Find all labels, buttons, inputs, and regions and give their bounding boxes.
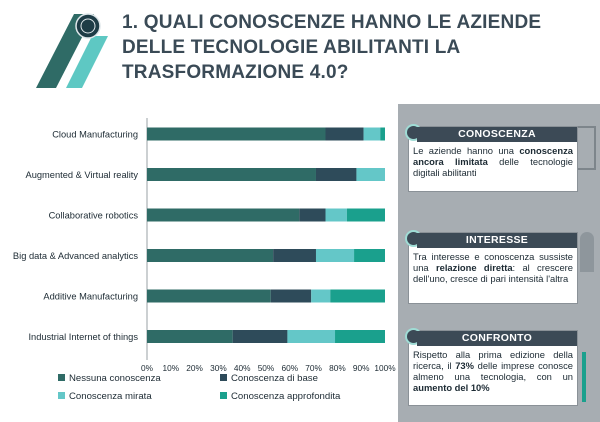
stacked-bar-chart: Cloud Manufacturing Augmented & Virtual r… [13,118,396,402]
bar-segment [147,208,300,222]
page-title: 1. QUALI CONOSCENZE HANNO LE AZIENDE DEL… [122,12,542,83]
x-tick-label: 100% [374,363,396,373]
bar-segment [287,330,336,343]
category-label: Collaborative robotics [49,211,139,221]
bar-segment [147,127,326,141]
category-label: Industrial Internet of things [28,332,138,342]
card-text: Le aziende hanno una conoscenza ancora l… [413,145,573,178]
card-conoscenza: CONOSCENZA Le aziende hanno una conoscen… [405,124,578,192]
bar-segment [330,289,385,303]
legend-swatch [58,374,65,381]
x-tick-label: 60% [281,363,298,373]
x-tick-label: 0% [141,363,154,373]
card-text: Rispetto alla prima edizione della ricer… [413,349,573,393]
bar-segment [335,330,385,343]
figure-icon [580,232,594,272]
legend-swatch [58,392,65,399]
bar-segment [147,168,316,181]
bar-segment [232,330,288,343]
x-tick-label: 10% [162,363,179,373]
x-tick-label: 50% [258,363,275,373]
legend-label: Conoscenza di base [231,373,318,384]
x-tick-label: 90% [353,363,370,373]
legend-label: Conoscenza approfondita [231,391,341,402]
bar-segment [299,208,326,222]
card-confronto: CONFRONTO Rispetto alla prima edizione d… [405,328,578,406]
bar-segment [325,127,364,141]
card-title: CONOSCENZA [417,127,577,142]
bar-segment [363,127,381,141]
x-tick-label: 20% [186,363,203,373]
category-label: Augmented & Virtual reality [26,170,139,180]
bar-segment [346,208,385,222]
bar-segment [273,249,316,262]
bar-segment [354,249,385,262]
summary-panel: CONOSCENZA Le aziende hanno una conoscen… [398,104,600,422]
x-tick-label: 30% [210,363,227,373]
x-tick-label: 80% [329,363,346,373]
x-tick-label: 40% [234,363,251,373]
rising-bars-icon [582,352,586,402]
logo-seal [75,13,101,39]
bar-segment [147,249,274,262]
bar-segment [380,127,385,141]
logo-stroke-light [66,36,108,88]
bar-segment [311,289,331,303]
category-label: Additive Manufacturing [43,292,138,302]
legend-swatch [220,374,227,381]
bar-segment [356,168,385,181]
bar-segment [270,289,312,303]
legend-swatch [220,392,227,399]
card-interesse: INTERESSE Tra interesse e conoscenza sus… [405,230,578,304]
card-title: CONFRONTO [417,331,577,346]
bar-segment [147,289,271,303]
bar-segment [147,330,233,343]
category-label: Cloud Manufacturing [52,130,138,140]
logo [36,13,108,88]
bar-segment [315,249,355,262]
legend-label: Conoscenza mirata [69,391,152,402]
card-text: Tra interesse e conoscenza sussiste una … [413,251,573,284]
legend-label: Nessuna conoscenza [69,373,161,384]
card-title: INTERESSE [417,233,577,248]
x-tick-label: 70% [305,363,322,373]
bar-segment [325,208,347,222]
category-label: Big data & Advanced analytics [13,251,138,261]
bar-segment [315,168,357,181]
desk-figure-icon [574,126,596,170]
